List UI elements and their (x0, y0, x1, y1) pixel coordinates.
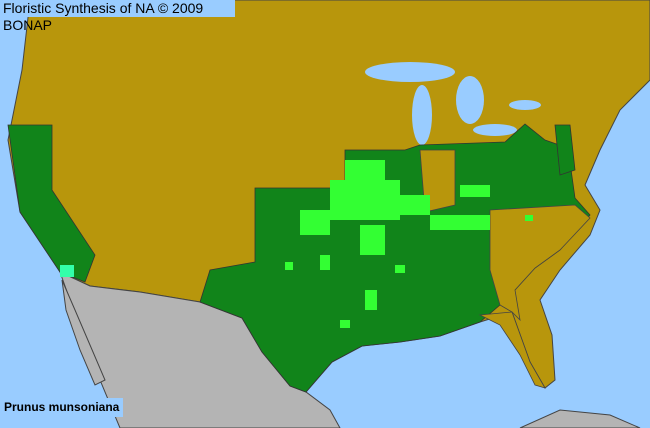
lake-michigan (412, 85, 432, 145)
not-present-southeast (489, 204, 591, 322)
lake-erie (473, 124, 517, 136)
cuba-land (519, 409, 641, 428)
county-records (285, 160, 533, 328)
not-present-florida (478, 311, 546, 389)
range-native-adventive (60, 265, 74, 277)
lake-ontario (509, 100, 541, 110)
range-california (7, 124, 96, 283)
lake-huron (456, 76, 484, 124)
species-label: Prunus munsoniana (0, 398, 124, 417)
lake-superior (365, 62, 455, 82)
baja-peninsula (61, 279, 106, 386)
map-title: Floristic Synthesis of NA © 2009 BONAP (0, 0, 235, 33)
range-nj (554, 124, 576, 176)
